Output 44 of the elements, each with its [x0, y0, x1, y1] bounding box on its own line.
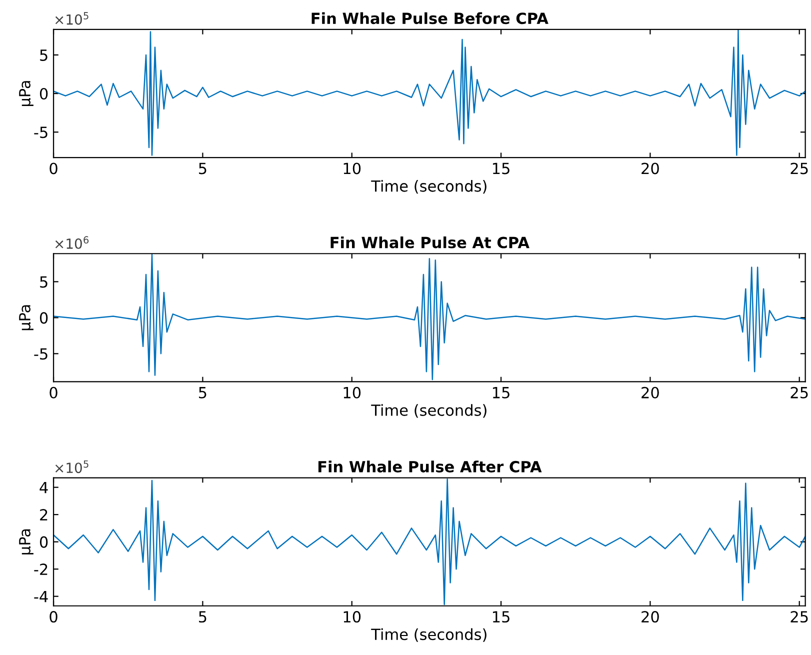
x-tick-label: 20: [642, 386, 659, 398]
x-axis-title: Time (seconds): [371, 180, 486, 194]
y-tick-label: -5: [34, 348, 48, 360]
y-tick-label: 2: [40, 509, 48, 520]
y-tick-label: 4: [40, 482, 48, 494]
x-tick-label: 25: [790, 386, 808, 398]
x-tick-label: 15: [492, 162, 510, 174]
y-axis-title: μPa: [19, 305, 34, 330]
y-tick-label: -5: [34, 126, 48, 138]
y-tick-label: -4: [34, 591, 48, 602]
x-tick-label: 5: [199, 387, 206, 398]
y-axis-title: μPa: [19, 529, 34, 554]
x-tick-label: 10: [344, 386, 361, 398]
y-tick-label: 5: [40, 276, 48, 288]
x-tick-label: 25: [790, 611, 808, 623]
text: ×10$^{5}$: [55, 12, 88, 25]
x-tick-label: 25: [790, 162, 808, 174]
x-tick-label: 15: [492, 387, 510, 398]
x-tick-label: 20: [642, 611, 659, 623]
x-tick-label: 0: [50, 386, 58, 398]
y-tick-label: 0: [40, 536, 48, 548]
x-tick-label: 20: [642, 162, 659, 174]
text: ×10$^{5}$: [55, 460, 88, 474]
chart-title: Fin Whale Pulse After CPA: [318, 460, 542, 472]
x-tick-label: 10: [344, 162, 361, 174]
chart-title: Fin Whale Pulse Before CPA: [312, 12, 548, 24]
x-tick-label: 5: [199, 611, 206, 623]
x-tick-label: 15: [492, 611, 510, 623]
y-tick-label: 0: [40, 88, 48, 100]
y-tick-label: -2: [34, 564, 48, 575]
x-axis-title: Time (seconds): [371, 404, 486, 418]
x-tick-label: 10: [344, 611, 361, 623]
text: ×10$^{6}$: [55, 236, 89, 249]
line-series: [54, 30, 806, 156]
x-axis-title: Time (seconds): [371, 628, 486, 642]
x-tick-label: 5: [199, 162, 206, 174]
y-axis-title: μPa: [19, 81, 34, 106]
line-series: [54, 254, 806, 380]
x-tick-label: 0: [50, 162, 58, 174]
chart-title: Fin Whale Pulse At CPA: [330, 236, 530, 248]
x-tick-label: 0: [50, 611, 58, 623]
y-tick-label: 0: [40, 312, 48, 324]
y-tick-label: 5: [40, 50, 48, 61]
line-series: [54, 478, 806, 606]
